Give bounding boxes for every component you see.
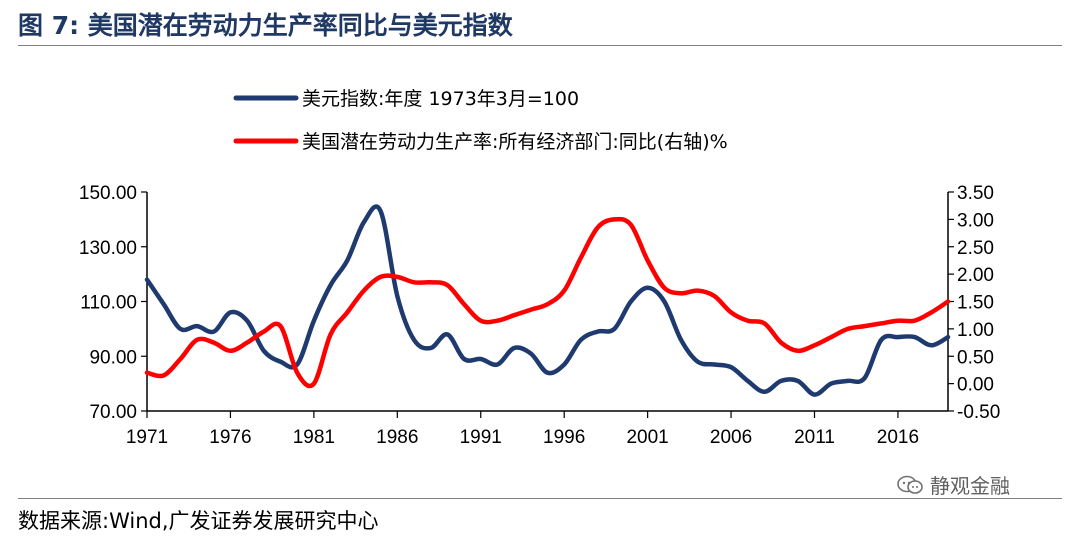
data-source: 数据来源:Wind,广发证券发展研究中心 xyxy=(18,509,379,533)
chart-legend: 美元指数:年度 1973年3月=100 美国潜在劳动力生产率:所有经济部门:同比… xyxy=(233,88,728,153)
x-tick-label: 1986 xyxy=(376,427,418,448)
title-divider xyxy=(18,45,1062,46)
x-tick-label: 2016 xyxy=(877,427,919,448)
legend-label-productivity: 美国潜在劳动力生产率:所有经济部门:同比(右轴)% xyxy=(302,131,728,153)
y-left-tick-label: 150.00 xyxy=(79,183,137,204)
y-right-tick-label: 3.50 xyxy=(957,183,994,204)
x-tick-label: 1976 xyxy=(209,427,251,448)
figure-title: 图 7: 美国潜在劳动力生产率同比与美元指数 xyxy=(18,11,513,40)
x-tick-label: 1996 xyxy=(543,427,585,448)
watermark-text: 静观金融 xyxy=(930,474,1010,498)
y-right-tick-label: 1.00 xyxy=(957,320,994,341)
chat-bubble-icon xyxy=(897,475,923,494)
legend-label-usd-index: 美元指数:年度 1973年3月=100 xyxy=(302,88,579,110)
source-divider xyxy=(18,498,1062,499)
y-left-tick-label: 130.00 xyxy=(79,238,137,259)
y-left-tick-label: 90.00 xyxy=(89,347,137,368)
y-left-tick-label: 70.00 xyxy=(89,402,137,423)
y-right-tick-label: 0.50 xyxy=(957,347,994,368)
chart-axes: 150.00 130.00 110.00 90.00 70.00 3.50 3.00 2.50… xyxy=(79,183,1000,448)
y-right-tick-label: 0.00 xyxy=(957,375,994,396)
series-line-usd-index xyxy=(144,204,951,397)
watermark: 静观金融 xyxy=(896,470,1010,499)
x-tick-label: 1981 xyxy=(293,427,335,448)
x-tick-label: 1971 xyxy=(126,427,168,448)
y-right-tick-label: -0.50 xyxy=(957,402,1000,423)
y-left-tick-label: 110.00 xyxy=(80,293,137,314)
y-right-tick-label: 2.50 xyxy=(957,238,994,259)
chart-series xyxy=(144,204,951,397)
y-right-tick-label: 3.00 xyxy=(957,210,994,231)
y-right-tick-label: 2.00 xyxy=(957,265,994,286)
x-tick-label: 2011 xyxy=(794,427,835,448)
x-tick-label: 1991 xyxy=(460,427,502,448)
series-line-productivity xyxy=(144,216,951,389)
x-tick-label: 2001 xyxy=(626,427,668,448)
x-tick-label: 2006 xyxy=(710,427,752,448)
y-right-tick-label: 1.50 xyxy=(957,293,994,314)
